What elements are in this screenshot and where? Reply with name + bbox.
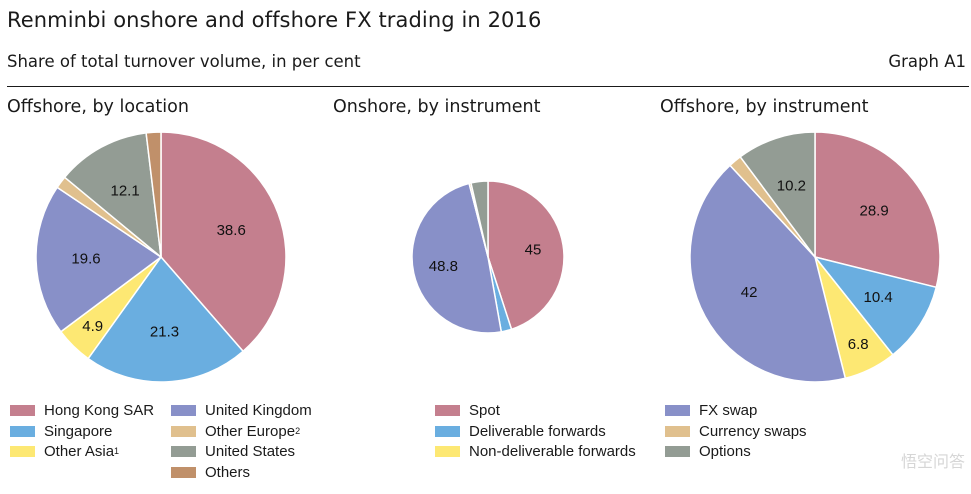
panel-title-onshore-instrument: Onshore, by instrument	[333, 97, 541, 117]
legend-label: Currency swaps	[699, 422, 807, 440]
pie-slice-united-states	[63, 132, 162, 258]
pie-0: 38.6 21.3 4.9 19.6 12.1	[35, 131, 287, 383]
panel-title-offshore-instrument: Offshore, by instrument	[660, 97, 869, 117]
pie-data-label: 12.1	[110, 183, 139, 200]
pie-2: 28.9 10.4 6.8 42 10.2	[689, 131, 941, 383]
legend-swatch	[10, 445, 35, 457]
legend-label: Others	[205, 463, 251, 481]
legend-label: United States	[205, 442, 296, 460]
legend-label: Spot	[469, 401, 500, 419]
legend-item-currency-swaps: Currency swaps	[665, 421, 807, 441]
legend-item-united-kingdom: United Kingdom	[171, 400, 312, 420]
legend-label: Singapore	[44, 422, 113, 440]
legend-swatch	[665, 404, 690, 416]
legend-swatch	[665, 445, 690, 457]
legend-item-other-europe: Other Europe 2	[171, 421, 300, 441]
pie-slice-spot	[814, 131, 941, 289]
pie-data-label: 45	[525, 241, 542, 258]
legend-label: Other Europe	[205, 422, 296, 440]
pie-slice-united-kingdom	[35, 186, 162, 333]
pie-slice-options	[470, 180, 489, 258]
legend-label: Deliverable forwards	[469, 422, 606, 440]
graph-title: Renminbi onshore and offshore FX trading…	[7, 8, 542, 32]
watermark-text: 悟空问答	[900, 452, 965, 471]
legend-label: Non-deliverable forwards	[469, 442, 636, 460]
legend-item-deliverable-forwards: Deliverable forwards	[435, 421, 606, 441]
pie-data-label: 21.3	[150, 323, 179, 340]
legend-item-singapore: Singapore	[10, 421, 112, 441]
legend-swatch	[171, 404, 196, 416]
legend-item-others: Others	[171, 462, 250, 482]
legend-label: Other Asia	[44, 442, 115, 460]
pie-data-label: 48.8	[429, 258, 458, 275]
header-divider	[7, 86, 969, 87]
pie-data-label: 6.8	[848, 336, 869, 353]
pie-data-label: 10.4	[863, 289, 892, 306]
legend-swatch	[171, 466, 196, 478]
pie-slice-deliverable-forwards	[814, 256, 938, 356]
pie-data-label: 10.2	[777, 177, 806, 194]
pie-data-label: 28.9	[859, 202, 888, 219]
pie-data-label: 38.6	[217, 222, 246, 239]
pie-slice-options	[739, 131, 816, 258]
legend-swatch	[435, 425, 460, 437]
pie-1: 45 48.8	[411, 180, 565, 334]
pie-slice-others	[145, 131, 162, 258]
legend-item-other-asia: Other Asia 1	[10, 441, 119, 461]
pie-slice-fx-swap	[411, 182, 503, 334]
legend-item-spot: Spot	[435, 400, 500, 420]
legend-label: FX swap	[699, 401, 758, 419]
pie-slice-fx-swap	[689, 164, 847, 383]
legend-item-non-deliverable-forwards: Non-deliverable forwards	[435, 441, 636, 461]
legend-swatch	[171, 445, 196, 457]
pie-data-label: 19.6	[71, 250, 100, 267]
legend-label: Hong Kong SAR	[44, 401, 155, 419]
legend-swatch	[435, 445, 460, 457]
pie-slice-hong-kong-sar	[160, 131, 287, 353]
graph-id: Graph A1	[888, 52, 966, 71]
legend-swatch	[665, 425, 690, 437]
legend-label: Options	[699, 442, 751, 460]
graph-subtitle: Share of total turnover volume, in per c…	[7, 52, 361, 71]
legend-swatch	[435, 404, 460, 416]
legend-swatch	[171, 425, 196, 437]
pie-slice-singapore	[87, 256, 244, 383]
legend-label: United Kingdom	[205, 401, 312, 419]
pie-data-label: 42	[741, 284, 758, 301]
legend-item-hong-kong: Hong Kong SAR	[10, 400, 154, 420]
pie-slice-spot	[487, 180, 565, 331]
panel-title-offshore-location: Offshore, by location	[7, 97, 189, 117]
legend-item-fx-swap: FX swap	[665, 400, 757, 420]
legend-swatch	[10, 404, 35, 416]
legend-swatch	[10, 425, 35, 437]
legend-item-options: Options	[665, 441, 751, 461]
legend-item-united-states: United States	[171, 441, 295, 461]
pie-data-label: 4.9	[82, 318, 103, 335]
